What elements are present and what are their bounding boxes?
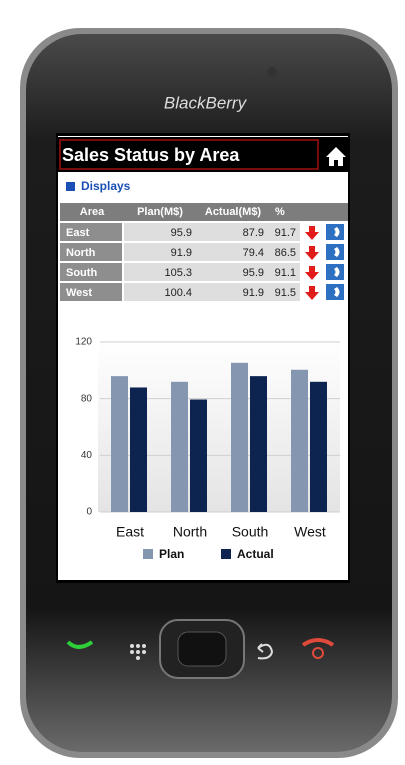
call-icon-bg	[326, 264, 344, 280]
row-label: East	[66, 227, 90, 239]
column-header: Area	[80, 206, 105, 218]
column-header: Plan(M$)	[137, 206, 183, 218]
table-cell: 95.9	[243, 267, 264, 279]
y-tick-label: 120	[75, 337, 92, 348]
column-header: %	[275, 206, 285, 218]
y-tick-label: 40	[81, 450, 93, 461]
column-header: Actual(M$)	[205, 206, 262, 218]
legend-swatch	[221, 549, 231, 559]
bar	[291, 370, 308, 512]
row-label: West	[66, 287, 92, 299]
table-cell: 105.3	[164, 267, 192, 279]
x-tick-label: East	[116, 524, 144, 540]
table-cell: 91.1	[275, 267, 296, 279]
table-cell: 91.9	[243, 287, 264, 299]
trackpad[interactable]	[178, 632, 226, 666]
table-cell: 87.9	[243, 227, 264, 239]
call-icon-bg	[326, 224, 344, 240]
table-cell: 91.5	[275, 287, 296, 299]
bar	[111, 376, 128, 512]
row-label: North	[66, 247, 96, 259]
y-tick-label: 0	[86, 507, 92, 518]
camera	[267, 67, 277, 77]
legend-swatch	[143, 549, 153, 559]
table-cell: 86.5	[275, 247, 296, 259]
table-cell: 91.9	[171, 247, 192, 259]
call-icon-bg	[326, 284, 344, 300]
screen-title: Sales Status by Area	[62, 145, 240, 165]
table-cell: 91.7	[275, 227, 296, 239]
legend-label: Actual	[237, 547, 274, 561]
x-tick-label: North	[173, 524, 207, 540]
table-cell: 79.4	[243, 247, 264, 259]
bar	[310, 382, 327, 512]
table-cell: 95.9	[171, 227, 192, 239]
y-tick-label: 80	[81, 393, 93, 404]
section-label[interactable]: Displays	[81, 179, 131, 193]
bar	[130, 387, 147, 512]
bar	[190, 400, 207, 512]
table-cell: 100.4	[164, 287, 192, 299]
bar	[231, 363, 248, 512]
legend-label: Plan	[159, 547, 184, 561]
section-icon	[66, 182, 75, 191]
bar	[250, 376, 267, 512]
x-tick-label: West	[294, 524, 326, 540]
bar	[171, 382, 188, 512]
call-icon-bg	[326, 244, 344, 260]
brand-logo: BlackBerry	[164, 93, 248, 112]
row-label: South	[66, 267, 97, 279]
screenshot: BlackBerry Sales Status by Area Displays…	[0, 0, 405, 765]
x-tick-label: South	[232, 524, 269, 540]
